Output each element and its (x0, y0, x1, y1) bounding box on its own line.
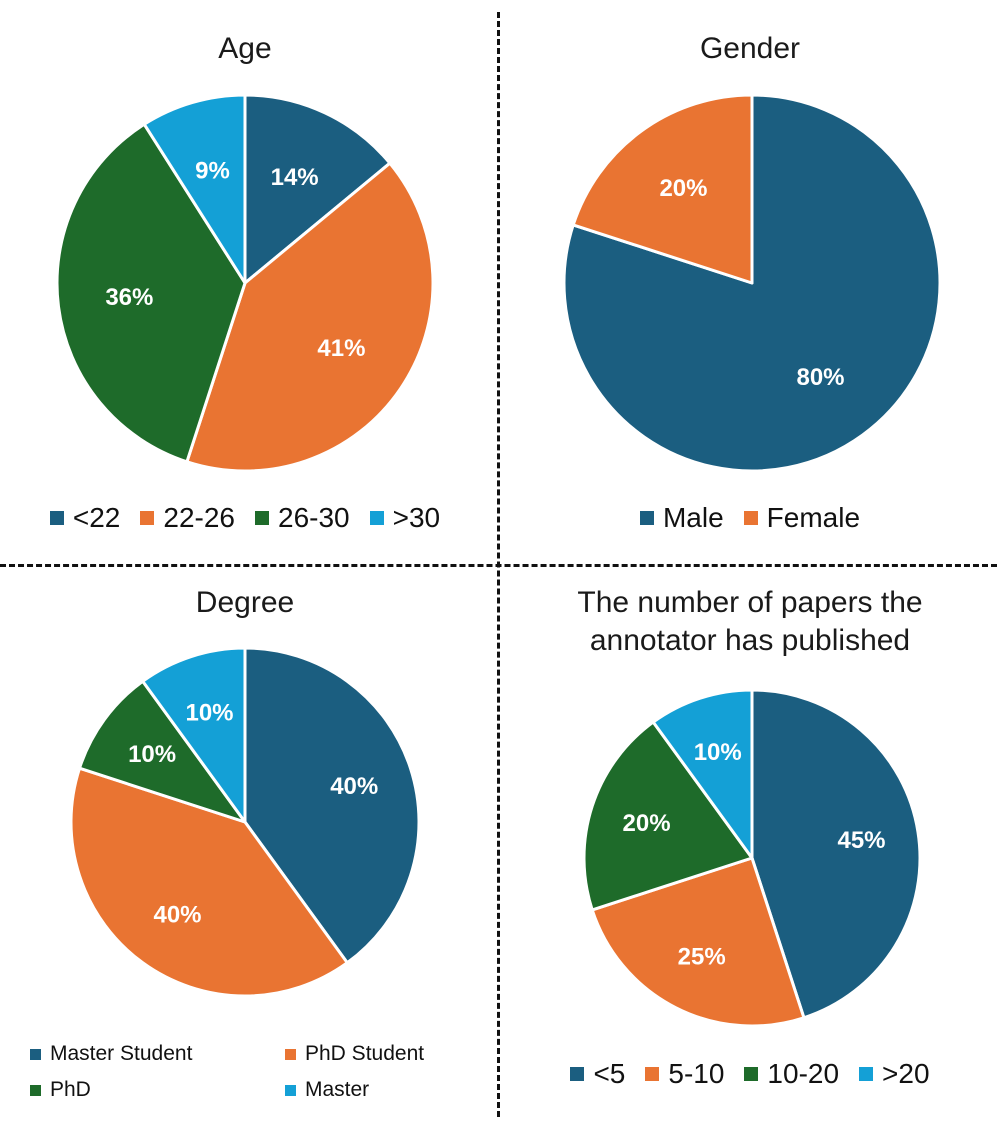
pie-slice-26-30 (55, 122, 247, 464)
legend-swatch (140, 511, 155, 525)
legend-item-male: Male (639, 502, 724, 534)
legend-swatch (369, 511, 384, 525)
data-label-26-30: 36% (105, 284, 153, 311)
age-legend: <22 22-26 26-30 >30 (0, 502, 490, 534)
age-pie: 14% 41% 36% 9% (55, 93, 435, 473)
pie-slice-22 (243, 93, 392, 285)
legend-swatch (30, 1084, 41, 1096)
degree-legend: Master Student PhD Student PhD Master (30, 1042, 470, 1102)
legend-swatch (255, 511, 269, 525)
chart-title: Degree (195, 586, 295, 619)
legend-item-30: >30 (369, 502, 441, 534)
gender-chart-panel: Gender 80% 20% Male Female (503, 0, 997, 560)
legend-swatch (645, 1067, 660, 1081)
data-label-phd: 10% (128, 741, 176, 768)
pie-slice-10-20 (582, 720, 754, 912)
data-label-22: 14% (271, 164, 319, 191)
legend-label: 5-10 (668, 1058, 725, 1089)
legend-label: PhD Student (305, 1042, 425, 1065)
pie-slice-phd-student (69, 766, 349, 998)
data-label-5-10: 25% (678, 943, 726, 970)
legend-item-10-20: 10-20 (744, 1058, 839, 1090)
legend-swatch (30, 1048, 41, 1060)
data-label-phd-student: 40% (153, 901, 201, 928)
papers-pie: 45% 25% 20% 10% (582, 688, 922, 1028)
legend-label: 22-26 (163, 502, 235, 533)
papers-chart-panel: The number of papers the annotator has p… (503, 570, 997, 1130)
legend-label: PhD (50, 1078, 91, 1101)
papers-legend: <5 5-10 10-20 >20 (503, 1058, 997, 1090)
legend-label: 26-30 (278, 502, 350, 533)
data-label-20: 10% (694, 739, 742, 766)
legend-swatch (285, 1048, 296, 1060)
gender-pie: 80% 20% (562, 93, 942, 473)
data-label-10-20: 20% (623, 810, 671, 837)
legend-label: 10-20 (767, 1058, 840, 1089)
chart-title: Gender (699, 32, 801, 65)
legend-label: <5 (593, 1058, 626, 1089)
data-label-5: 45% (837, 827, 885, 854)
pie-slice-20 (651, 688, 754, 860)
legend-swatch (744, 1067, 759, 1081)
legend-label: <22 (72, 502, 121, 533)
legend-item-20: >20 (859, 1058, 930, 1090)
pie-slice-5 (750, 688, 922, 1020)
legend-item-5-10: 5-10 (645, 1058, 724, 1090)
legend-item-22: <22 (49, 502, 121, 534)
chart-title: Age (218, 32, 272, 65)
data-label-master: 10% (185, 699, 233, 726)
pie-slice-5-10 (590, 856, 806, 1028)
pie-slice-30 (142, 93, 247, 285)
legend-swatch (285, 1084, 296, 1096)
legend-item-master-student: Master Student (30, 1042, 285, 1066)
legend-item-phd-student: PhD Student (285, 1042, 470, 1066)
pie-slice-22-26 (185, 161, 435, 473)
legend-label: >20 (882, 1058, 930, 1089)
legend-label: Female (766, 502, 861, 533)
legend-label: Male (662, 502, 724, 533)
legend-item-female: Female (743, 502, 861, 534)
legend-label: Master (305, 1078, 370, 1101)
legend-label: >30 (392, 502, 441, 533)
legend-swatch (743, 511, 758, 525)
legend-item-22-26: 22-26 (140, 502, 235, 534)
legend-item-26-30: 26-30 (255, 502, 350, 534)
degree-pie: 40% 40% 10% 10% (69, 646, 421, 998)
legend-swatch (49, 511, 64, 525)
legend-label: Master Student (50, 1042, 193, 1065)
legend-swatch (570, 1067, 585, 1081)
data-label-master-student: 40% (330, 773, 378, 800)
pie-slice-master (141, 646, 247, 824)
legend-swatch (639, 511, 654, 525)
pie-slice-master-student (243, 646, 421, 965)
data-label-22-26: 41% (317, 335, 365, 362)
legend-item-5: <5 (570, 1058, 625, 1090)
chart-title-line-1: The number of papers the (577, 586, 923, 619)
gender-legend: Male Female (503, 502, 997, 534)
data-label-female: 20% (659, 175, 707, 202)
horizontal-divider (0, 564, 997, 567)
chart-title-line-2: annotator has published (589, 624, 911, 657)
legend-item-phd: PhD (30, 1078, 285, 1102)
pie-slice-phd (78, 679, 247, 824)
data-label-30: 9% (195, 158, 230, 185)
data-label-male: 80% (796, 364, 844, 391)
age-chart-panel: Age 14% 41% 36% 9% <22 22-26 26-30 >30 (0, 0, 490, 560)
legend-swatch (859, 1067, 874, 1081)
legend-item-master: Master (285, 1078, 470, 1102)
pie-slice-female (571, 93, 754, 285)
degree-chart-panel: Degree 40% 40% 10% 10% Master Student PhD St… (0, 570, 490, 1130)
